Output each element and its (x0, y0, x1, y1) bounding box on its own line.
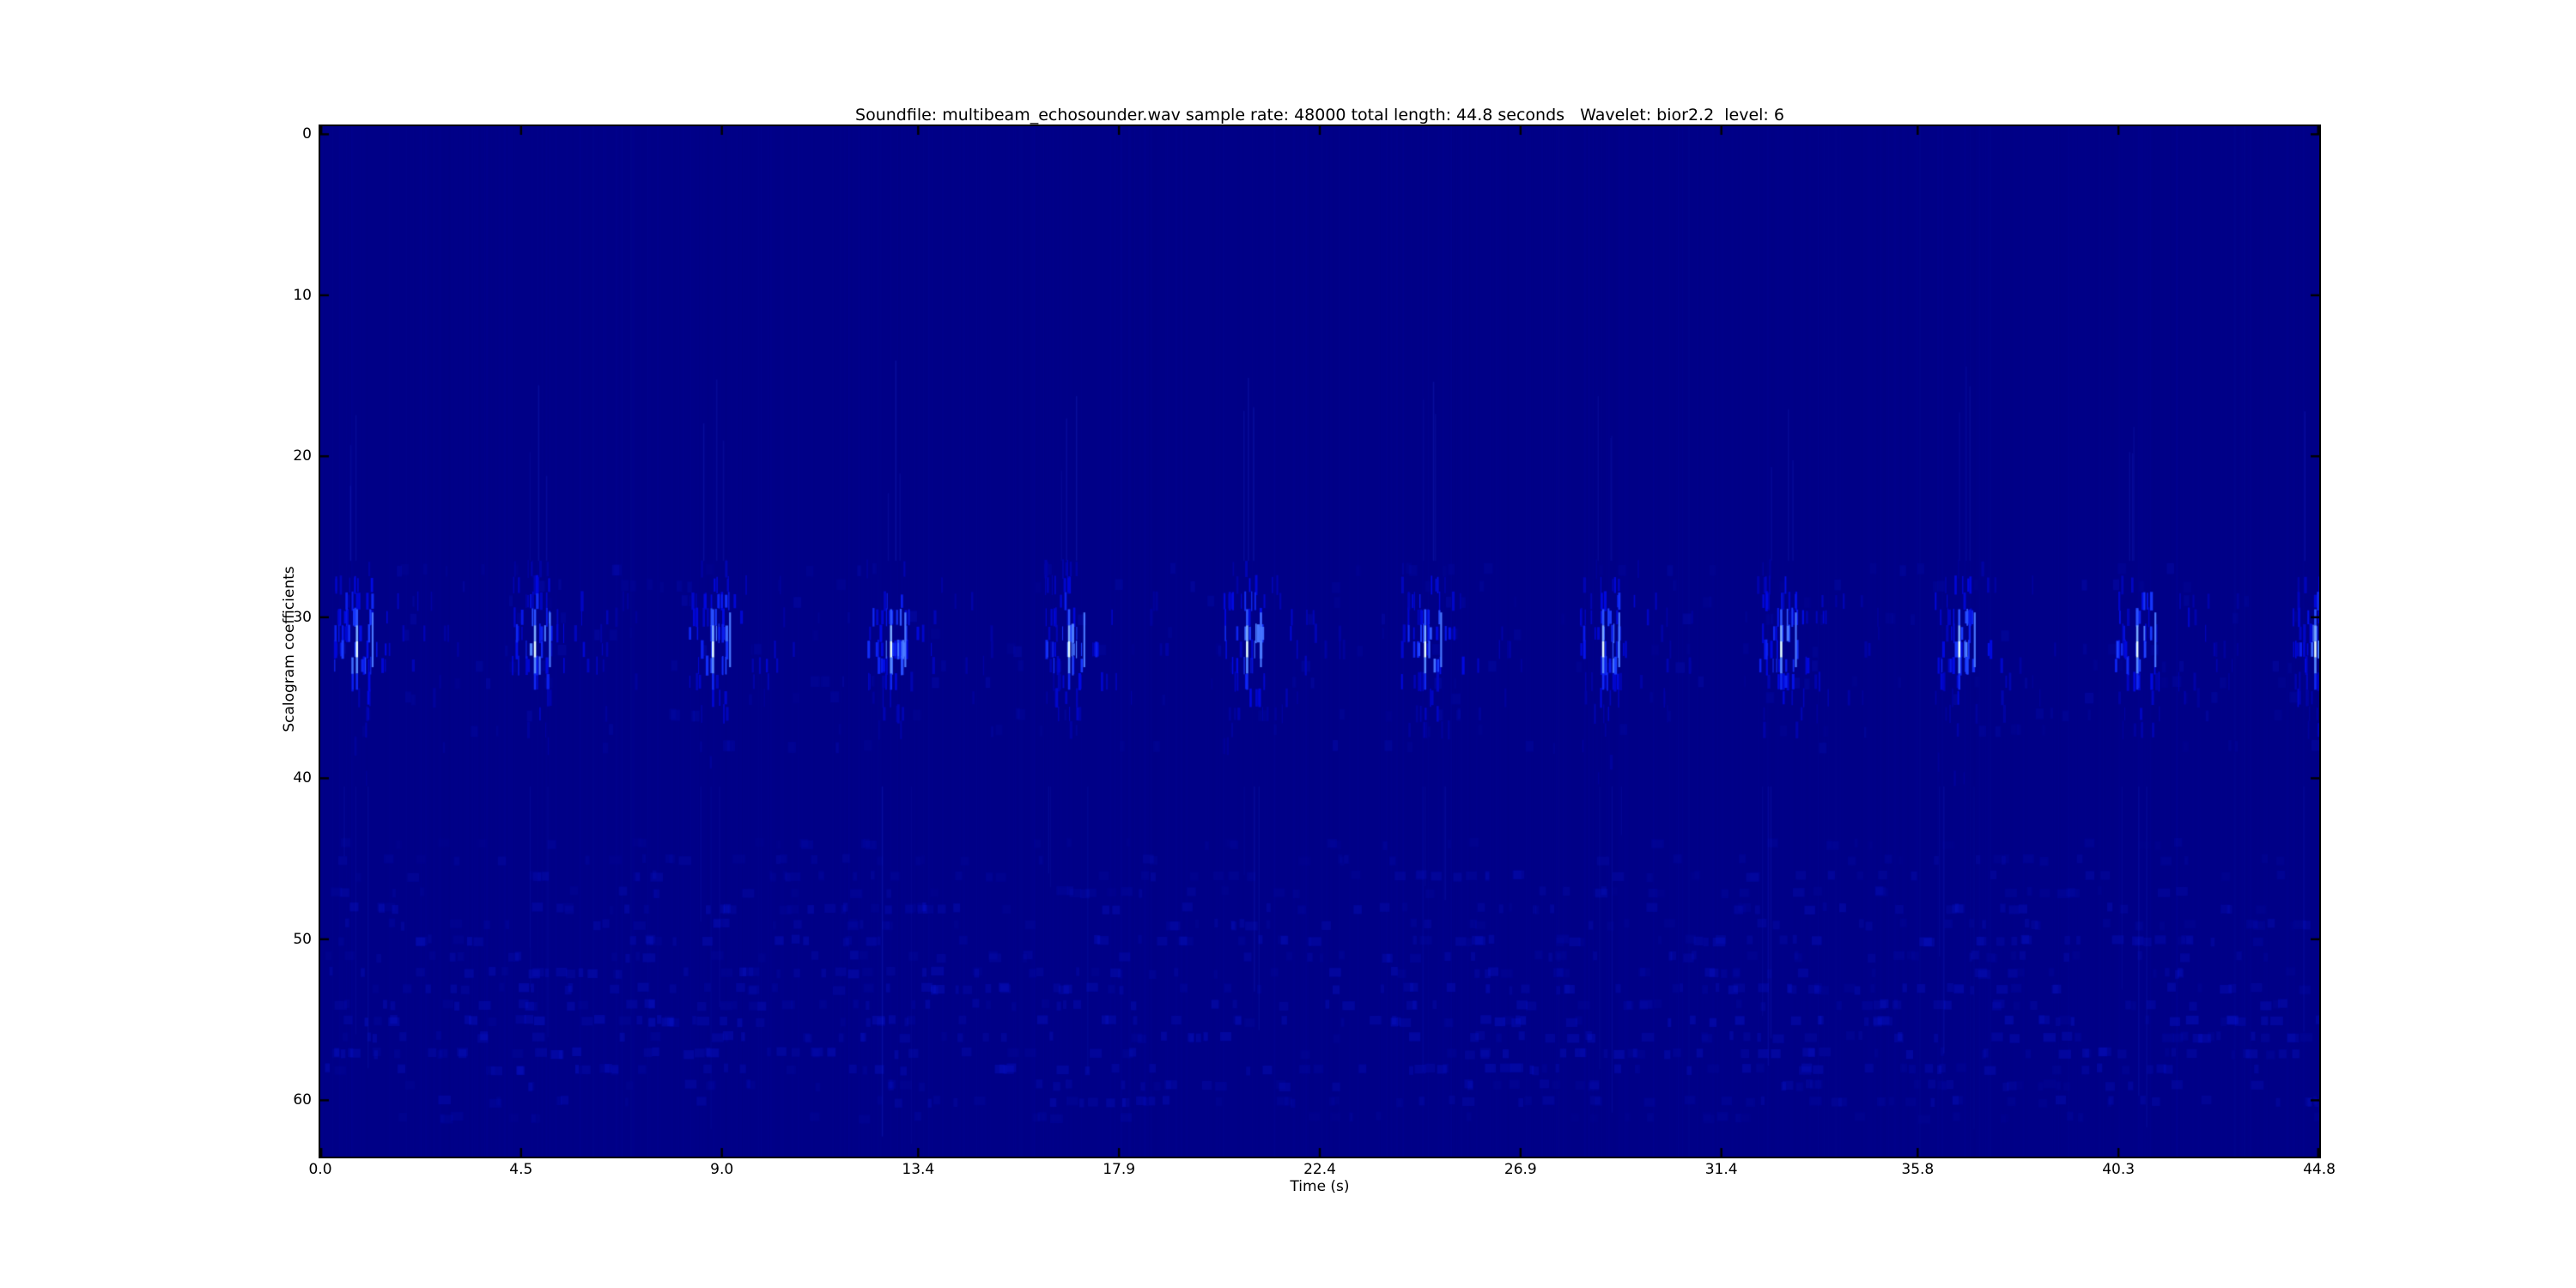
y-tick-label: 0 (302, 125, 312, 143)
x-tick-label: 31.4 (1704, 1161, 1738, 1178)
y-tick-label: 20 (293, 447, 312, 465)
plot-area (319, 125, 2321, 1158)
chart-title: Soundfile: multibeam_echosounder.wav sam… (855, 106, 1784, 125)
x-tick-label: 4.5 (509, 1161, 533, 1178)
y-tick-label: 60 (293, 1091, 312, 1109)
x-tick-label: 17.9 (1103, 1161, 1136, 1178)
x-tick-label: 44.8 (2303, 1161, 2336, 1178)
x-tick-label: 40.3 (2102, 1161, 2136, 1178)
x-tick-label: 26.9 (1504, 1161, 1537, 1178)
x-axis-label: Time (s) (1290, 1178, 1350, 1195)
x-tick-label: 22.4 (1303, 1161, 1336, 1178)
y-tick-label: 50 (293, 930, 312, 948)
y-tick-label: 10 (293, 286, 312, 304)
x-tick-label: 9.0 (710, 1161, 734, 1178)
scalogram-canvas (320, 126, 2319, 1157)
x-tick-label: 0.0 (308, 1161, 332, 1178)
y-tick-label: 40 (293, 769, 312, 787)
x-tick-label: 35.8 (1901, 1161, 1935, 1178)
x-tick-label: 13.4 (902, 1161, 935, 1178)
y-tick-label: 30 (293, 608, 312, 626)
y-axis-label: Scalogram coefficients (281, 566, 298, 732)
